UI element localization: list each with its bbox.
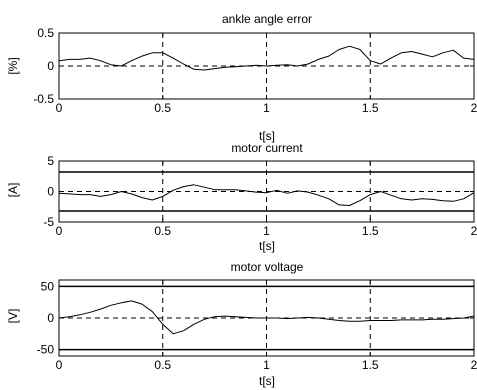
chart-1-ylabel: [%]: [6, 57, 20, 74]
chart-1-xtick-label-4: 2: [471, 101, 477, 115]
chart-3-xtick-label-3: 1.5: [362, 358, 379, 372]
chart-1-ytick-label-1: 0: [47, 59, 54, 73]
chart-1-xtick-label-0: 0: [56, 101, 63, 115]
chart-1-title: ankle angle error: [222, 12, 312, 26]
chart-1-xtick-label-2: 1: [263, 101, 270, 115]
chart-2-xtick-label-3: 1.5: [362, 224, 379, 238]
chart-1-series-line-0: [58, 45, 475, 71]
chart-1-xlabel: t[s]: [259, 129, 275, 143]
chart-1-ytick-label-0: -0.5: [33, 92, 54, 106]
chart-2-ytick-label-2: 5: [47, 154, 54, 168]
chart-3-ytick-label-0: -50: [37, 343, 55, 357]
chart-ankle-angle-error: ankle angle error [%] t[s]: [6, 12, 312, 143]
chart-2-ylabel: [A]: [6, 183, 20, 198]
chart-1-xtick-label-3: 1.5: [362, 101, 379, 115]
chart-1-ytick-label-2: 0.5: [37, 26, 54, 40]
chart-3-xtick-label-4: 2: [471, 358, 477, 372]
chart-2-ytick-label-0: -5: [43, 215, 54, 229]
chart-3-ylabel: [V]: [6, 309, 20, 324]
chart-3-xlabel: t[s]: [259, 374, 275, 388]
chart-3-xtick-label-1: 0.5: [154, 358, 171, 372]
chart-3-xtick-label-2: 1: [263, 358, 270, 372]
chart-3-xtick-label-0: 0: [56, 358, 63, 372]
chart-motor-voltage: motor voltage [V] t[s]: [6, 260, 304, 388]
chart-2-xtick-label-2: 1: [263, 224, 270, 238]
chart-motor-current: motor current [A] t[s]: [6, 141, 303, 253]
chart-3-ytick-label-2: 50: [41, 279, 55, 293]
chart-2-xlabel: t[s]: [259, 239, 275, 253]
chart-1-xtick-label-1: 0.5: [154, 101, 171, 115]
chart-3-series-line-0: [58, 300, 475, 335]
chart-2-xtick-label-1: 0.5: [154, 224, 171, 238]
chart-2-series-line-0: [58, 184, 475, 206]
chart-2-title: motor current: [231, 141, 303, 155]
chart-3-title: motor voltage: [231, 260, 304, 274]
chart-2-xtick-label-0: 0: [56, 224, 63, 238]
chart-2-xtick-label-4: 2: [471, 224, 477, 238]
chart-3-ytick-label-1: 0: [47, 311, 54, 325]
chart-2-ytick-label-1: 0: [47, 185, 54, 199]
